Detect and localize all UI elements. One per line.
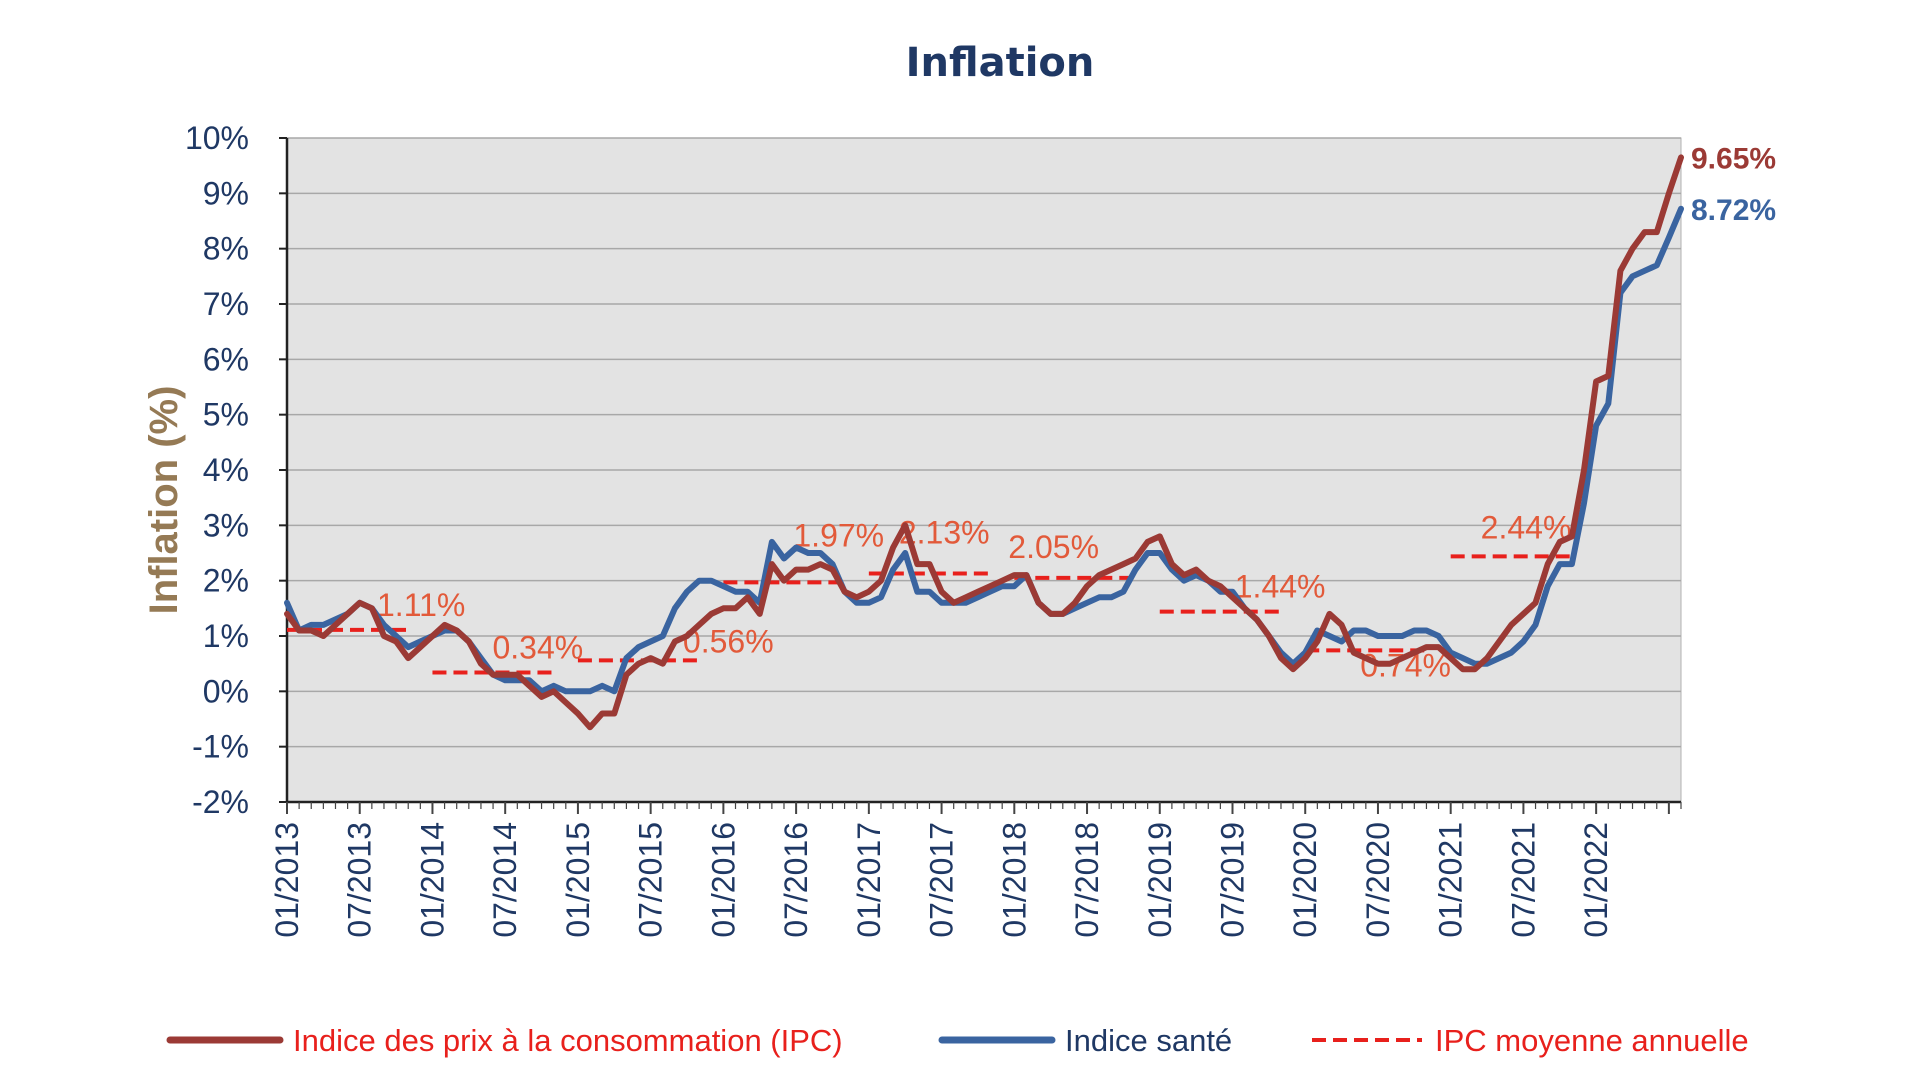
x-tick-label: 07/2018 — [1069, 822, 1105, 938]
avg-label: 2.05% — [1008, 529, 1099, 565]
end-labels: 9.65% 8.72% — [1691, 142, 1776, 226]
x-tick-label: 07/2014 — [487, 822, 523, 938]
y-axis: -2% -1% 0% 1% 2% 3% 4% 5% 6% 7% 8% 9% 10% — [185, 120, 289, 820]
avg-label: 0.34% — [492, 630, 583, 666]
x-tick-label: 01/2019 — [1142, 822, 1178, 938]
avg-label: 1.97% — [793, 517, 884, 553]
series-line-ipc — [284, 154, 1684, 731]
avg-label: 2.44% — [1481, 509, 1572, 545]
x-tick-label: 07/2015 — [633, 822, 669, 938]
avg-label: 1.44% — [1235, 569, 1326, 605]
y-tick-label: 8% — [203, 231, 249, 267]
x-tick-label: 01/2016 — [705, 822, 741, 938]
y-tick-label: 7% — [203, 286, 249, 322]
chart-title: Inflation — [906, 40, 1095, 86]
y-axis-label: Inflation (%) — [142, 386, 186, 615]
x-tick-label: 01/2013 — [269, 822, 305, 938]
x-tick-label: 01/2015 — [560, 822, 596, 938]
y-tick-label: 3% — [203, 507, 249, 543]
x-tick-label: 01/2022 — [1578, 822, 1614, 938]
x-tick-label: 07/2013 — [342, 822, 378, 938]
x-tick-label: 01/2014 — [414, 822, 450, 938]
y-tick-label: 1% — [203, 618, 249, 654]
y-tick-label: -2% — [192, 784, 249, 820]
x-tick-label: 01/2021 — [1433, 822, 1469, 938]
series-lines — [284, 154, 1684, 731]
legend: Indice des prix à la consommation (IPC) I… — [166, 1023, 1749, 1058]
x-tick-label: 07/2016 — [778, 822, 814, 938]
y-tick-label: 6% — [203, 341, 249, 377]
x-axis: 01/2013 07/2013 01/2014 07/2014 01/2015 07/20… — [269, 800, 1682, 938]
avg-label: 0.74% — [1360, 647, 1451, 683]
y-tick-label: 9% — [203, 175, 249, 211]
x-tick-label: 07/2020 — [1360, 822, 1396, 938]
x-tick-label: 07/2021 — [1505, 822, 1541, 938]
x-tick-label: 01/2017 — [851, 822, 887, 938]
y-tick-label: 2% — [203, 563, 249, 599]
y-tick-label: 10% — [185, 120, 249, 156]
y-tick-label: 5% — [203, 397, 249, 433]
end-label-ipc: 9.65% — [1691, 142, 1776, 175]
legend-label-avg: IPC moyenne annuelle — [1435, 1023, 1749, 1058]
x-tick-label: 01/2018 — [996, 822, 1032, 938]
avg-label: 1.11% — [377, 587, 465, 623]
legend-label-sante: Indice santé — [1065, 1023, 1232, 1058]
y-tick-label: -1% — [192, 729, 249, 765]
legend-label-ipc: Indice des prix à la consommation (IPC) — [293, 1023, 843, 1058]
end-label-sante: 8.72% — [1691, 194, 1776, 227]
y-tick-label: 0% — [203, 673, 249, 709]
y-tick-label: 4% — [203, 452, 249, 488]
x-tick-label: 07/2017 — [924, 822, 960, 938]
x-tick-label: 01/2020 — [1287, 822, 1323, 938]
x-tick-label: 07/2019 — [1214, 822, 1250, 938]
